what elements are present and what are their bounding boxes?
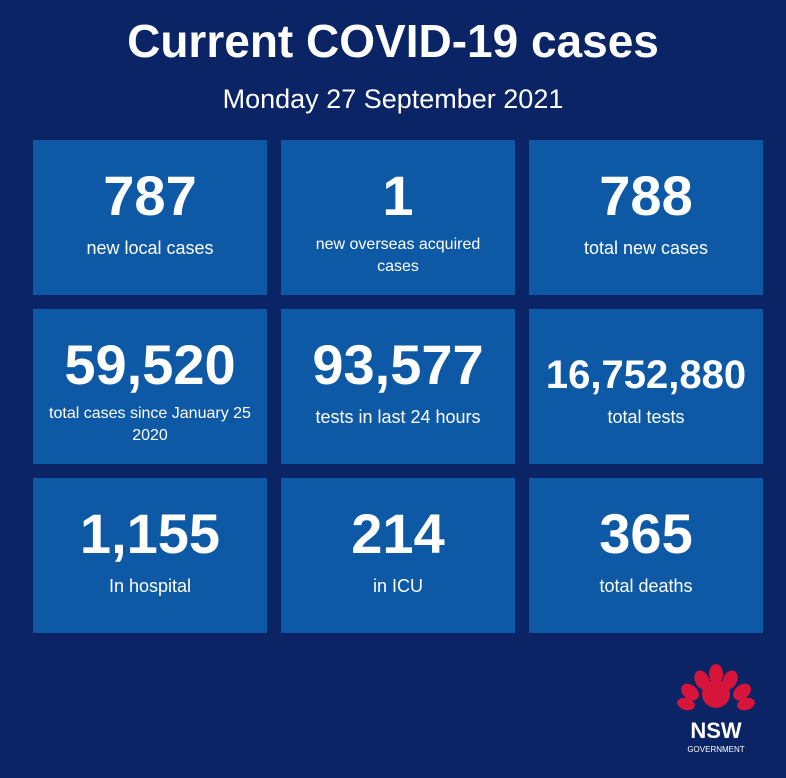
stat-tile: 93,577 tests in last 24 hours	[281, 309, 515, 464]
stat-tile: 787 new local cases	[33, 140, 267, 295]
logo-subname: GOVERNMENT	[687, 745, 744, 754]
stat-tile: 214 in ICU	[281, 478, 515, 633]
stat-value: 365	[599, 502, 693, 565]
stat-value: 16,752,880	[545, 353, 747, 397]
stat-label: total new cases	[583, 238, 709, 258]
stat-value: 214	[351, 502, 445, 565]
title: Current COVID-19 cases	[127, 15, 659, 67]
nsw-logo: NSW GOVERNMENT	[677, 664, 755, 754]
tile-grid: 787 new local cases 1 new overseas acquired…	[33, 140, 763, 633]
stat-tile: 16,752,880 total tests	[529, 309, 763, 464]
stat-value: 1,155	[79, 502, 221, 565]
stat-tile: 1 new overseas acquired cases	[281, 140, 515, 295]
stat-tile: 1,155 In hospital	[33, 478, 267, 633]
stat-value: 787	[103, 164, 197, 227]
stat-value: 788	[599, 164, 693, 227]
stat-label: total cases since January 25 2020	[49, 405, 251, 444]
stat-label: In hospital	[108, 576, 192, 596]
logo-name: NSW	[690, 718, 742, 743]
stat-label: in ICU	[372, 576, 423, 596]
stat-label: total tests	[607, 407, 685, 427]
stat-label: tests in last 24 hours	[315, 407, 481, 427]
stat-tile: 365 total deaths	[529, 478, 763, 633]
stat-tile: 788 total new cases	[529, 140, 763, 295]
stat-label: total deaths	[599, 576, 693, 596]
stat-value: 59,520	[64, 333, 236, 396]
stat-tile: 59,520 total cases since January 25 2020	[33, 309, 267, 464]
stat-value: 1	[382, 164, 414, 227]
stat-label: new local cases	[86, 238, 214, 258]
subtitle: Monday 27 September 2021	[222, 84, 564, 114]
waratah	[677, 664, 755, 711]
stat-value: 93,577	[312, 333, 484, 396]
stat-label: new overseas acquired cases	[315, 236, 481, 275]
